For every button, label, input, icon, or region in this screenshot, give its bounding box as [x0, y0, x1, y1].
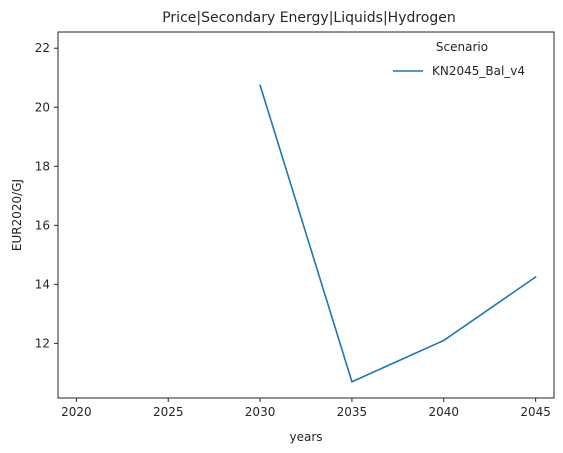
y-tick-label: 12 — [35, 336, 50, 350]
y-axis-label: EUR2020/GJ — [10, 179, 24, 251]
data-point — [534, 276, 537, 278]
x-axis-label: years — [289, 430, 322, 444]
x-tick-label: 2030 — [245, 405, 276, 419]
legend: Scenario KN2045_Bal_v4 — [393, 40, 525, 78]
y-tick-label: 22 — [35, 41, 50, 55]
x-tick-label: 2020 — [61, 405, 92, 419]
series-layer — [259, 84, 537, 383]
data-point — [442, 339, 445, 342]
y-tick-label: 16 — [35, 218, 50, 232]
data-point — [351, 380, 353, 383]
data-point — [259, 84, 261, 86]
legend-entry-kn2045-bal-v4: KN2045_Bal_v4 — [432, 64, 525, 78]
x-tick-label: 2035 — [337, 405, 368, 419]
series-line-kn2045-bal-v4 — [259, 84, 537, 383]
y-axis: 12 14 16 18 20 22 — [35, 41, 58, 350]
y-tick-label: 18 — [35, 159, 50, 173]
y-tick-label: 20 — [35, 100, 50, 114]
chart-title: Price|Secondary Energy|Liquids|Hydrogen — [162, 10, 456, 26]
y-tick-label: 14 — [35, 277, 50, 291]
legend-title: Scenario — [436, 40, 488, 54]
plot-frame — [57, 31, 555, 399]
x-tick-label: 2040 — [429, 405, 460, 419]
x-tick-label: 2045 — [520, 405, 551, 419]
plot-area: 2020 2025 2030 2035 2040 2045 12 14 16 18 20 22 — [35, 31, 555, 419]
x-tick-label: 2025 — [153, 405, 184, 419]
x-axis: 2020 2025 2030 2035 2040 2045 — [61, 398, 551, 419]
